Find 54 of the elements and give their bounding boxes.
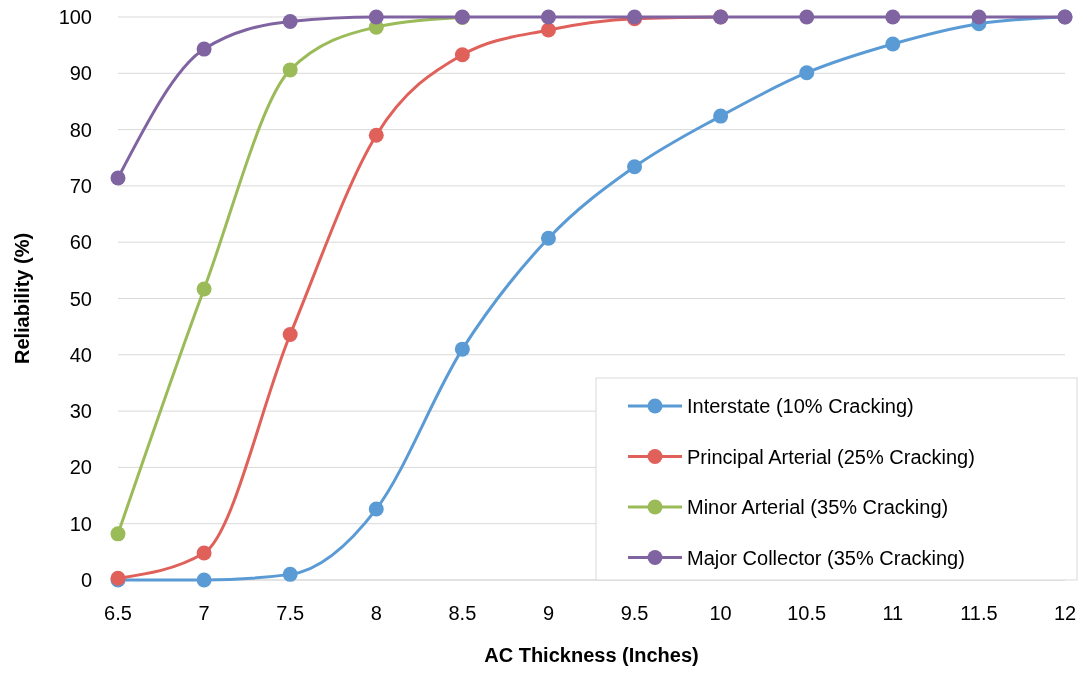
point bbox=[454, 341, 470, 357]
point bbox=[368, 127, 384, 143]
x-tick-label: 11.5 bbox=[960, 602, 998, 624]
x-tick-label: 9.5 bbox=[620, 602, 649, 624]
y-tick-label: 70 bbox=[69, 174, 92, 197]
x-tick-label: 6.5 bbox=[104, 602, 132, 624]
y-tick-label: 100 bbox=[58, 6, 92, 28]
y-tick-label: 90 bbox=[69, 62, 92, 85]
point bbox=[627, 159, 643, 175]
legend-label: Major Collector (35% Cracking) bbox=[687, 546, 965, 569]
point bbox=[540, 22, 556, 38]
y-tick-label: 50 bbox=[69, 287, 92, 310]
y-tick-label: 30 bbox=[69, 400, 92, 423]
y-tick-label: 40 bbox=[69, 343, 92, 366]
x-tick-label: 9 bbox=[542, 602, 555, 624]
point bbox=[282, 62, 298, 78]
point bbox=[368, 9, 384, 25]
point bbox=[282, 327, 298, 343]
point bbox=[196, 545, 212, 561]
legend-label: Principal Arterial (25% Cracking) bbox=[687, 445, 975, 468]
point bbox=[282, 14, 298, 29]
x-tick-label: 8 bbox=[370, 602, 382, 624]
point bbox=[196, 41, 212, 57]
x-tick-label: 12 bbox=[1053, 602, 1077, 624]
y-tick-label: 10 bbox=[69, 512, 92, 535]
x-tick-label: 8.5 bbox=[448, 602, 477, 624]
x-tick-label: 7 bbox=[198, 602, 210, 624]
point bbox=[971, 9, 987, 25]
point bbox=[282, 566, 298, 582]
y-axis-title: Reliability (%) bbox=[11, 232, 33, 365]
y-tick-label: 0 bbox=[80, 569, 92, 591]
point bbox=[540, 9, 556, 25]
point bbox=[110, 526, 126, 542]
point bbox=[799, 65, 815, 81]
point bbox=[885, 36, 901, 52]
point bbox=[885, 9, 901, 25]
x-tick-label: 10 bbox=[709, 602, 732, 624]
point bbox=[799, 9, 815, 25]
x-tick-label: 11 bbox=[882, 602, 904, 624]
point bbox=[713, 108, 729, 124]
y-tick-label: 60 bbox=[69, 231, 92, 254]
point bbox=[454, 47, 470, 63]
y-tick-label: 80 bbox=[69, 118, 92, 141]
point bbox=[368, 501, 384, 517]
y-tick-label: 20 bbox=[69, 456, 92, 479]
x-tick-label: 10.5 bbox=[787, 602, 827, 624]
point bbox=[110, 170, 126, 186]
point bbox=[540, 230, 556, 246]
point bbox=[196, 572, 212, 588]
legend-label: Minor Arterial (35% Cracking) bbox=[687, 496, 949, 518]
x-tick-label: 7.5 bbox=[276, 602, 305, 624]
x-axis-title: AC Thickness (Inches) bbox=[484, 644, 699, 666]
legend-label: Interstate (10% Cracking) bbox=[687, 395, 914, 417]
point bbox=[196, 281, 212, 297]
